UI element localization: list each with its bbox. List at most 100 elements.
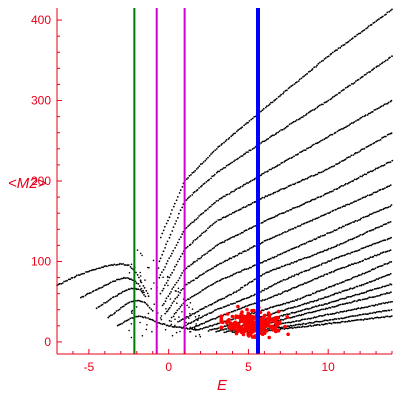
band-point: [290, 261, 293, 264]
band-point: [288, 325, 291, 328]
band-point: [234, 159, 237, 162]
band-point: [171, 302, 174, 304]
band-point: [138, 276, 140, 279]
band-point: [309, 70, 311, 73]
scatter-point: [170, 323, 173, 326]
band-point: [142, 285, 145, 287]
band-point: [270, 296, 273, 299]
band-point: [337, 47, 340, 50]
band-point: [385, 13, 387, 16]
band-point: [253, 278, 256, 281]
band-point: [250, 118, 253, 121]
band-point: [360, 314, 362, 316]
band-point: [261, 261, 264, 264]
band-point: [330, 97, 333, 100]
band-point: [314, 266, 317, 268]
band-point: [385, 310, 388, 312]
band-point: [304, 149, 307, 152]
band-point: [284, 159, 287, 162]
band-point: [328, 134, 331, 137]
band-point: [165, 297, 168, 300]
band-point: [363, 147, 366, 150]
band-point: [60, 283, 63, 285]
band-point: [159, 257, 162, 260]
band-point: [193, 279, 195, 281]
band-point: [304, 318, 307, 320]
band-point: [334, 245, 336, 248]
scatter-point: [189, 327, 192, 330]
band-point: [80, 273, 83, 275]
band-point: [186, 245, 189, 248]
band-point: [244, 250, 247, 253]
band-point: [116, 263, 119, 266]
band-point: [261, 241, 264, 244]
band-point: [191, 328, 194, 330]
band-point: [357, 118, 360, 121]
band-point: [356, 285, 359, 288]
band-point: [309, 300, 312, 303]
band-point: [239, 288, 242, 291]
band-point: [189, 243, 192, 246]
band-point: [380, 311, 382, 313]
band-point: [325, 213, 327, 215]
band-point: [191, 326, 194, 329]
band-point: [377, 295, 379, 297]
band-point: [115, 310, 118, 312]
band-point: [390, 309, 393, 311]
band-point: [179, 209, 182, 212]
band-point: [335, 228, 338, 231]
cluster-point: [277, 321, 282, 325]
band-point: [359, 299, 362, 302]
band-point: [312, 300, 315, 303]
band-point: [166, 260, 169, 262]
band-point: [374, 303, 377, 306]
band-point: [171, 209, 173, 211]
band-point: [230, 274, 232, 277]
band-point: [217, 146, 220, 148]
band-point: [293, 305, 296, 308]
band-point: [345, 42, 347, 44]
band-point: [283, 127, 286, 130]
band-point: [305, 325, 307, 328]
band-point: [202, 183, 205, 186]
band-point: [372, 68, 374, 71]
band-point: [204, 305, 207, 308]
band-point: [316, 323, 319, 326]
band-point: [249, 149, 252, 152]
band-point: [191, 241, 194, 244]
band-point: [303, 312, 306, 315]
band-point: [282, 302, 285, 305]
band-point: [323, 138, 326, 141]
band-point: [274, 215, 277, 218]
band-point: [167, 295, 170, 298]
band-point: [296, 299, 298, 302]
band-point: [164, 312, 167, 315]
band-point: [170, 291, 172, 293]
scatter-point: [175, 290, 177, 292]
band-point: [284, 187, 287, 190]
band-point: [130, 278, 132, 280]
band-point: [303, 257, 306, 259]
band-point: [90, 292, 92, 294]
band-point: [247, 151, 249, 154]
band-point: [269, 257, 272, 260]
band-point: [123, 264, 126, 266]
band-point: [366, 306, 369, 308]
band-point: [269, 285, 272, 288]
band-point: [350, 315, 352, 318]
band-point: [288, 301, 291, 304]
band-point: [357, 177, 360, 179]
band-point: [362, 174, 364, 177]
band-point: [340, 185, 343, 187]
band-point: [276, 234, 279, 237]
scatter-point: [185, 321, 187, 324]
band-point: [387, 301, 390, 303]
scatter-point: [160, 315, 163, 317]
band-point: [262, 107, 265, 110]
band-point: [377, 253, 379, 256]
band-point: [200, 185, 202, 188]
band-point: [100, 287, 102, 289]
band-point: [282, 291, 284, 294]
band-point: [96, 267, 98, 270]
band-point: [277, 164, 279, 167]
